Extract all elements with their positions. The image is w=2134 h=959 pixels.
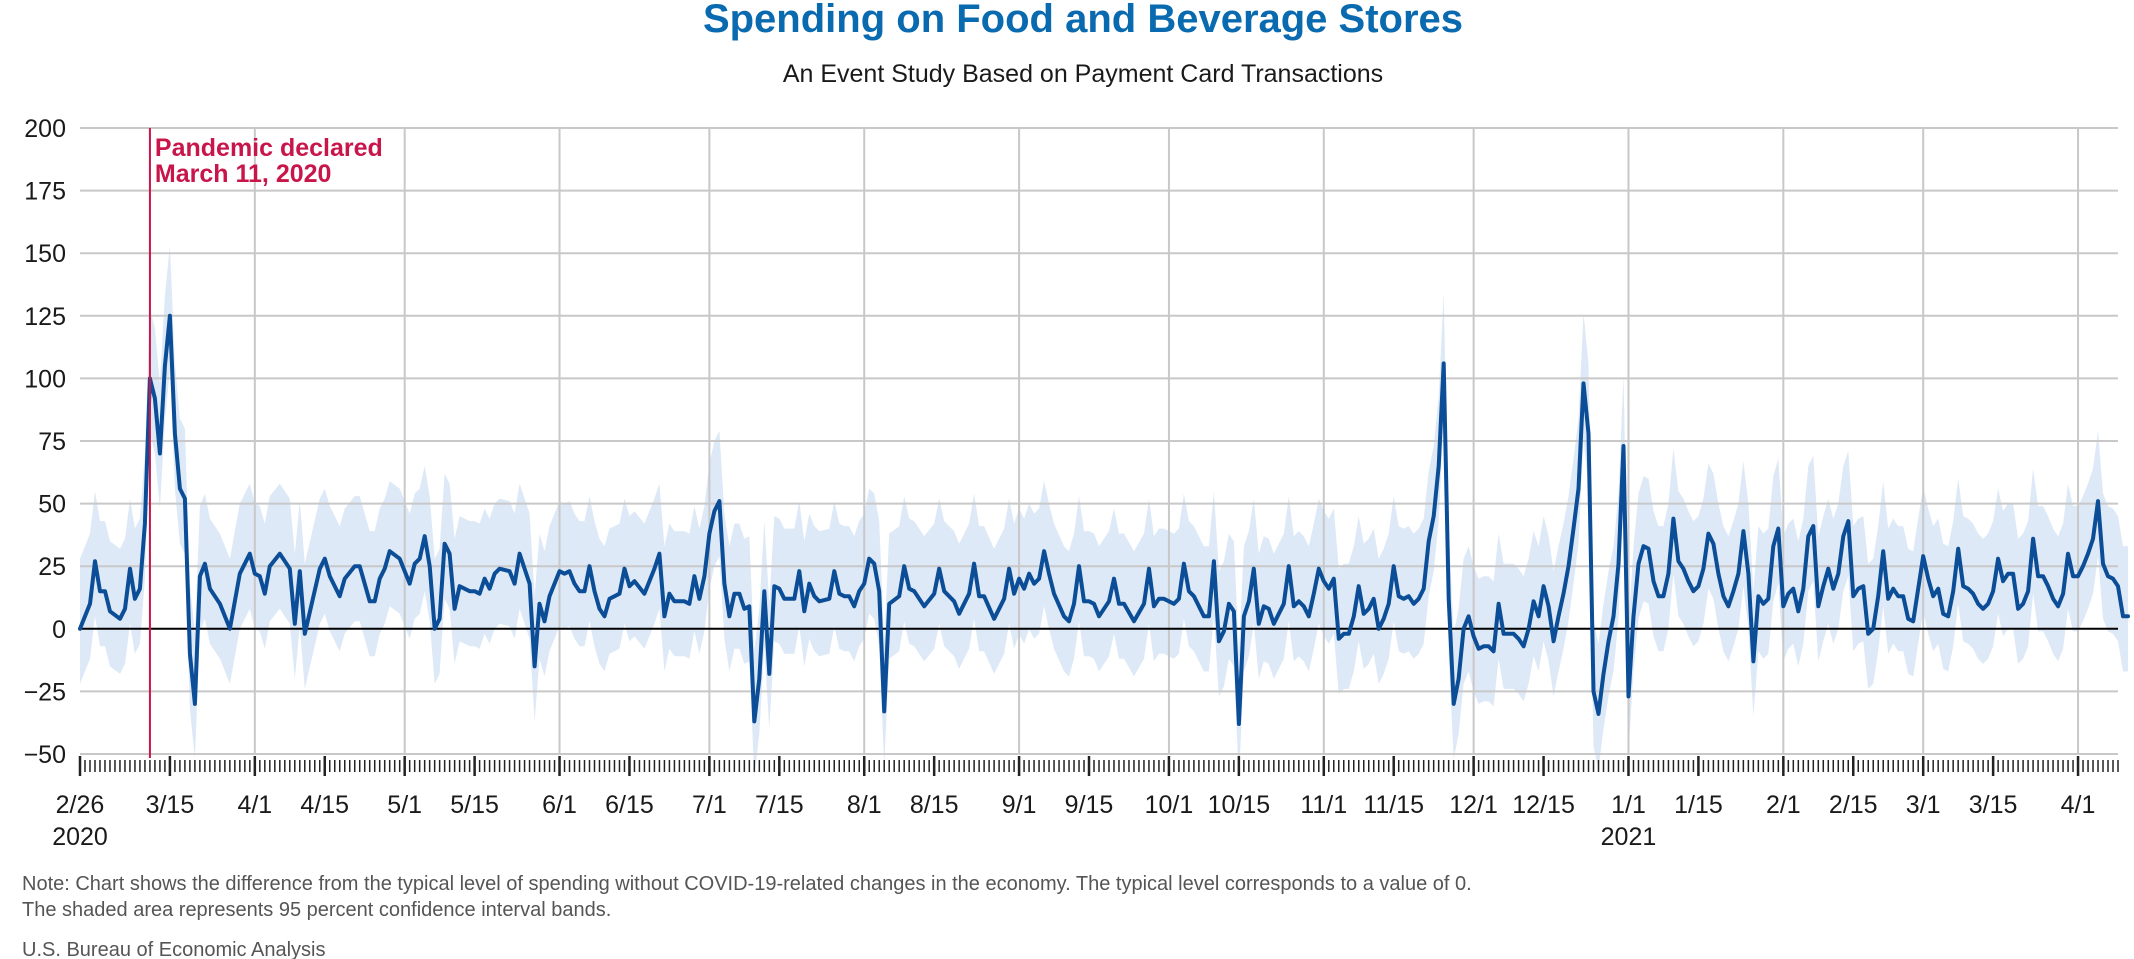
x-tick-label: 8/1 [847, 791, 882, 819]
x-tick-label: 3/15 [146, 791, 195, 819]
x-tick-label: 12/15 [1512, 791, 1575, 819]
grid-layer [80, 127, 2118, 755]
y-tick-label: −25 [24, 678, 66, 706]
y-tick-label: 25 [38, 553, 66, 581]
note-line-1: Note: Chart shows the difference from th… [22, 873, 1472, 895]
y-tick-label: 100 [24, 365, 66, 393]
x-year-label: 2020 [52, 823, 108, 851]
x-tick-label: 6/1 [542, 791, 577, 819]
x-tick-label: 5/15 [450, 791, 499, 819]
x-tick-label: 5/1 [387, 791, 422, 819]
annotation-line-1: Pandemic declared [155, 134, 383, 162]
confidence-band [80, 245, 2128, 779]
y-tick-label: 125 [24, 303, 66, 331]
y-tick-label: 0 [52, 616, 66, 644]
x-tick-label: 4/15 [300, 791, 349, 819]
x-tick-label: 10/15 [1208, 791, 1271, 819]
y-tick-label: 150 [24, 240, 66, 268]
x-tick-label: 6/15 [605, 791, 654, 819]
y-tick-label: 200 [24, 115, 66, 143]
y-tick-label: 175 [24, 178, 66, 206]
x-tick-label: 10/1 [1145, 791, 1194, 819]
y-tick-label: 75 [38, 428, 66, 456]
x-tick-label: 7/15 [755, 791, 804, 819]
x-tick-label: 4/1 [2061, 791, 2096, 819]
chart-title: Spending on Food and Beverage Stores [703, 0, 1463, 41]
series-line [78, 313, 2130, 726]
x-tick-label: 3/1 [1906, 791, 1941, 819]
series-line-layer [78, 313, 2130, 726]
x-tick-label: 2/26 [56, 791, 105, 819]
x-tick-label: 1/1 [1611, 791, 1646, 819]
x-tick-label: 7/1 [692, 791, 727, 819]
x-tick-label: 2/15 [1829, 791, 1878, 819]
x-tick-label: 12/1 [1449, 791, 1498, 819]
x-tick-label: 9/1 [1002, 791, 1037, 819]
note-line-2: The shaded area represents 95 percent co… [22, 899, 611, 921]
axis-layer: 2001751501251007550250−25−502/2620203/15… [24, 115, 2119, 851]
x-tick-label: 11/1 [1300, 791, 1347, 819]
x-tick-label: 4/1 [237, 791, 272, 819]
x-tick-label: 1/15 [1674, 791, 1723, 819]
confidence-band-layer [80, 245, 2128, 779]
x-tick-label: 2/1 [1766, 791, 1801, 819]
x-tick-label: 11/15 [1363, 791, 1424, 819]
x-tick-label: 9/15 [1065, 791, 1114, 819]
x-tick-label: 8/15 [910, 791, 959, 819]
annotation-line-2: March 11, 2020 [155, 160, 332, 188]
y-tick-label: 50 [38, 491, 66, 519]
x-year-label: 2021 [1601, 823, 1657, 851]
source-text: U.S. Bureau of Economic Analysis [22, 939, 325, 959]
x-tick-label: 3/15 [1969, 791, 2018, 819]
chart-subtitle: An Event Study Based on Payment Card Tra… [783, 60, 1383, 88]
y-tick-label: −50 [24, 741, 66, 769]
